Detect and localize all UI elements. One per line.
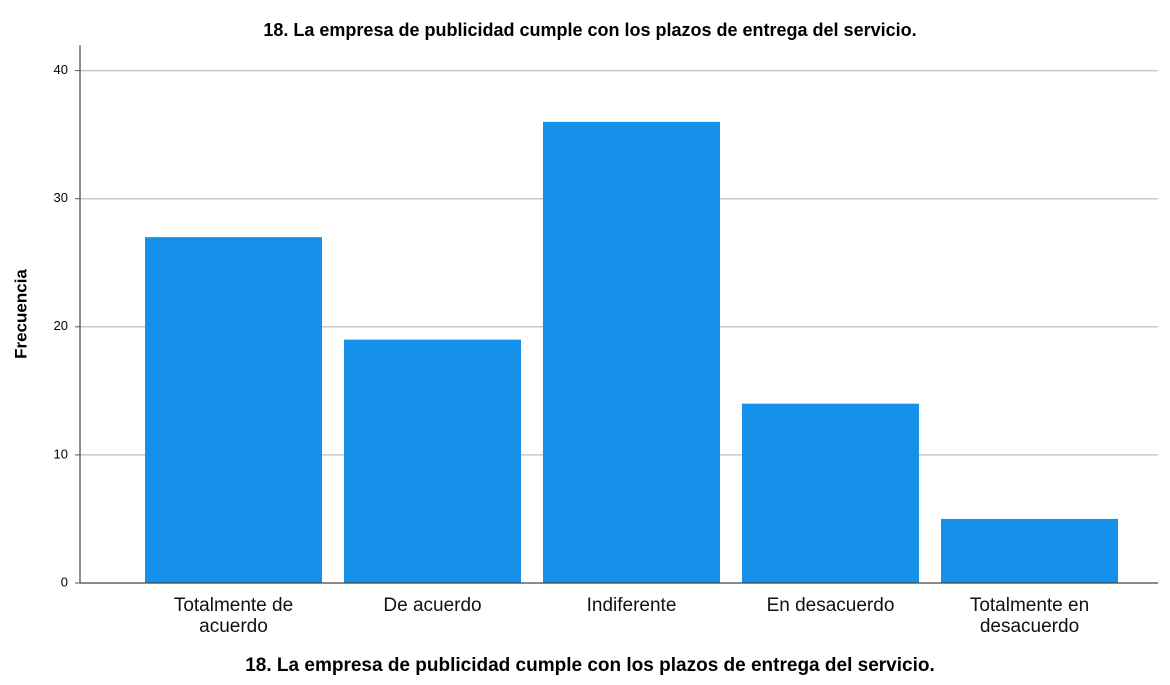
bar bbox=[543, 121, 720, 583]
y-axis-label: Frecuencia bbox=[11, 269, 30, 359]
bar bbox=[344, 339, 521, 583]
x-tick-label: Indiferente bbox=[586, 595, 677, 616]
chart-title: 18. La empresa de publicidad cumple con … bbox=[263, 20, 916, 40]
x-axis-label: 18. La empresa de publicidad cumple con … bbox=[245, 655, 935, 676]
x-tick-label: En desacuerdo bbox=[766, 595, 895, 616]
bar bbox=[145, 237, 322, 583]
x-tick-label: De acuerdo bbox=[383, 595, 482, 616]
bar bbox=[742, 403, 919, 583]
x-tick-label: Totalmente de acuerdo bbox=[173, 595, 294, 637]
bar bbox=[941, 518, 1118, 583]
y-tick-label: 30 bbox=[54, 190, 68, 205]
x-tick-label: Totalmente en desacuerdo bbox=[969, 595, 1090, 637]
y-tick-label: 40 bbox=[54, 62, 68, 77]
y-tick-label: 10 bbox=[54, 446, 68, 461]
y-tick-label: 20 bbox=[54, 318, 68, 333]
y-tick-label: 0 bbox=[61, 574, 68, 589]
